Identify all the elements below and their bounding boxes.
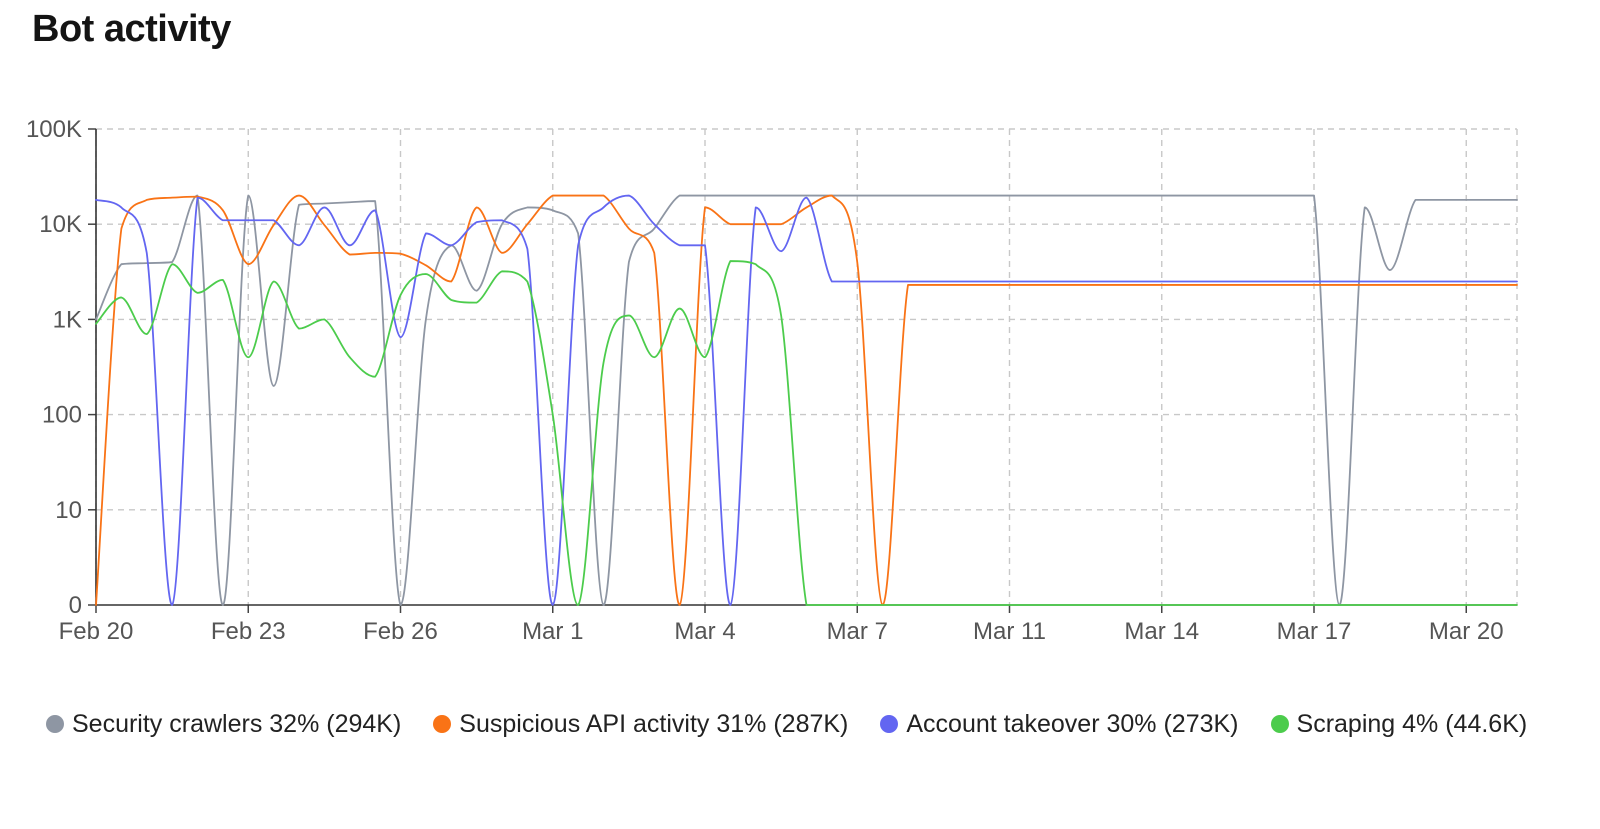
x-tick-label: Mar 4 bbox=[674, 618, 735, 645]
series-layer bbox=[95, 194, 1518, 606]
series-line-scraping[interactable] bbox=[95, 260, 1518, 606]
series-line-suspicious-api-activity[interactable] bbox=[95, 194, 1518, 606]
legend-label: Account takeover 30% (273K) bbox=[906, 710, 1239, 738]
x-tick-label: Mar 7 bbox=[827, 618, 888, 645]
legend-item-account-takeover[interactable]: Account takeover 30% (273K) bbox=[880, 708, 1239, 740]
x-tick-label: Mar 14 bbox=[1124, 618, 1199, 645]
x-tick-label: Feb 26 bbox=[363, 618, 438, 645]
legend-swatch bbox=[46, 715, 64, 733]
chart-title: Bot activity bbox=[32, 8, 231, 50]
y-tick-label: 100K bbox=[26, 116, 82, 143]
x-tick-label: Mar 17 bbox=[1277, 618, 1352, 645]
legend-swatch bbox=[880, 715, 899, 733]
x-tick-label: Mar 11 bbox=[973, 618, 1046, 645]
legend-item-suspicious-api-activity[interactable]: Suspicious API activity 31% (287K) bbox=[433, 708, 848, 740]
legend-label: Suspicious API activity 31% (287K) bbox=[459, 710, 849, 738]
series-line-security-crawlers[interactable] bbox=[95, 194, 1518, 606]
y-tick-label: 0 bbox=[69, 592, 82, 619]
y-tick-label: 1K bbox=[53, 306, 82, 333]
legend-label: Scraping 4% (44.6K) bbox=[1296, 710, 1528, 738]
x-tick-label: Feb 23 bbox=[211, 618, 286, 645]
label-layer: 0 10 100 1K 10K 100K Feb 20 Feb 23 Feb 26 Mar 1 Ma… bbox=[26, 116, 1504, 645]
legend-item-security-crawlers[interactable]: Security crawlers 32% (294K) bbox=[46, 708, 401, 740]
grid-layer bbox=[95, 128, 1518, 605]
series-line-account-takeover[interactable] bbox=[95, 194, 1518, 606]
x-tick-label: Mar 1 bbox=[522, 618, 583, 645]
legend-label: Security crawlers 32% (294K) bbox=[72, 710, 402, 738]
y-tick-label: 10K bbox=[39, 211, 82, 238]
legend-swatch bbox=[1270, 715, 1289, 733]
x-tick-label: Mar 20 bbox=[1429, 618, 1504, 645]
legend-item-scraping[interactable]: Scraping 4% (44.6K) bbox=[1270, 708, 1528, 740]
chart-legend: Security crawlers 32% (294K) Suspicious A… bbox=[46, 708, 1546, 740]
y-tick-label: 10 bbox=[55, 497, 82, 524]
bot-activity-chart: 0 10 100 1K 10K 100K Feb 20 Feb 23 Feb 26 Mar 1 Ma… bbox=[26, 116, 1518, 645]
y-tick-label: 100 bbox=[42, 402, 82, 429]
legend-swatch bbox=[433, 715, 452, 733]
x-tick-label: Feb 20 bbox=[59, 618, 134, 645]
